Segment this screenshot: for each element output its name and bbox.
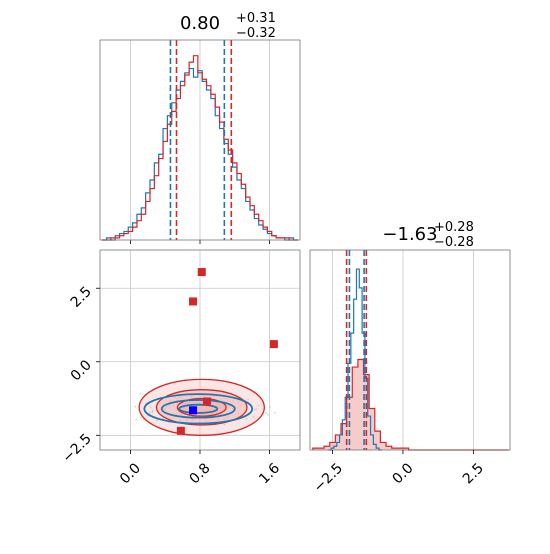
joint-sample-point bbox=[148, 412, 151, 414]
joint-red-marker bbox=[202, 397, 211, 406]
marginal-y-histogram-series bbox=[328, 268, 382, 451]
marginal-y-histogram-fill bbox=[312, 359, 509, 450]
marginal-y-tick-label: −2.5 bbox=[311, 460, 346, 495]
joint-sample-point bbox=[273, 411, 276, 414]
joint-sample-point bbox=[255, 407, 258, 410]
joint-sample-point bbox=[253, 408, 256, 411]
marginal-y-ticks: −2.5 0.0 2.5 bbox=[311, 450, 487, 496]
joint-blue-contour bbox=[160, 399, 236, 419]
joint-sample-point bbox=[135, 418, 138, 421]
joint-blue-marker bbox=[189, 406, 198, 415]
joint-sample-point bbox=[269, 406, 272, 408]
joint-y-tick-label: −2.5 bbox=[59, 431, 94, 466]
joint-sample-point bbox=[223, 423, 226, 426]
joint-red-marker bbox=[189, 297, 198, 306]
joint-sample-point bbox=[156, 419, 158, 422]
marginal-x-histograms bbox=[102, 55, 298, 241]
marginal-x-frame bbox=[99, 39, 301, 241]
marginal-x-panel: 0.80 +0.31 −0.32 bbox=[99, 11, 301, 244]
joint-x-tick-label: 0.0 bbox=[117, 460, 144, 487]
joint-sample-point bbox=[134, 405, 137, 408]
joint-sample-point bbox=[151, 411, 154, 414]
joint-sample-point bbox=[267, 413, 269, 416]
marginal-x-quantile-lines bbox=[169, 40, 233, 240]
joint-sample-point bbox=[140, 416, 142, 419]
joint-sample-point bbox=[149, 406, 152, 409]
joint-sample-point bbox=[245, 417, 248, 420]
joint-x-tick-label: 1.6 bbox=[256, 460, 283, 487]
joint-y-tick-label: 0.0 bbox=[68, 357, 95, 384]
marginal-x-histogram-series bbox=[102, 55, 298, 241]
marginal-y-title-sup: +0.28 bbox=[434, 220, 474, 235]
marginal-y-title-value: −1.63 bbox=[382, 224, 437, 245]
marginal-y-title: −1.63 bbox=[382, 224, 437, 245]
joint-sample-point bbox=[151, 409, 154, 412]
joint-contours bbox=[138, 378, 265, 436]
joint-red-marker bbox=[176, 426, 185, 435]
joint-blue-contour bbox=[178, 403, 219, 414]
joint-sample-point bbox=[252, 416, 255, 419]
joint-panel: 0.0 0.8 1.6 2.5 0.0 −2.5 bbox=[59, 249, 301, 487]
joint-markers bbox=[176, 268, 278, 435]
marginal-y-grid bbox=[332, 250, 474, 450]
joint-blue-contour bbox=[143, 393, 254, 425]
joint-sample-point bbox=[265, 411, 268, 414]
marginal-x-title: 0.80 bbox=[180, 13, 220, 34]
marginal-y-frame bbox=[309, 249, 511, 451]
joint-sample-point bbox=[139, 392, 142, 395]
marginal-y-title-sub: −0.28 bbox=[434, 235, 474, 250]
joint-sample-point bbox=[257, 404, 260, 407]
joint-red-marker bbox=[269, 340, 278, 349]
marginal-y-panel: −1.63 +0.28 −0.28 −2.5 0.0 2.5 bbox=[309, 220, 511, 496]
joint-y-tick-label: 2.5 bbox=[68, 284, 95, 311]
joint-x-tick-label: 0.8 bbox=[187, 460, 214, 487]
marginal-x-title-sup: +0.31 bbox=[236, 11, 276, 26]
marginal-y-histograms bbox=[312, 268, 509, 451]
marginal-y-tick-label: 2.5 bbox=[460, 460, 487, 487]
marginal-x-title-sub: −0.32 bbox=[236, 26, 276, 41]
joint-sample-point bbox=[247, 398, 250, 401]
marginal-y-quantile-lines bbox=[345, 250, 368, 450]
marginal-y-tick-label: 0.0 bbox=[390, 460, 417, 487]
marginal-x-title-value: 0.80 bbox=[180, 13, 220, 34]
joint-red-marker bbox=[197, 268, 206, 277]
